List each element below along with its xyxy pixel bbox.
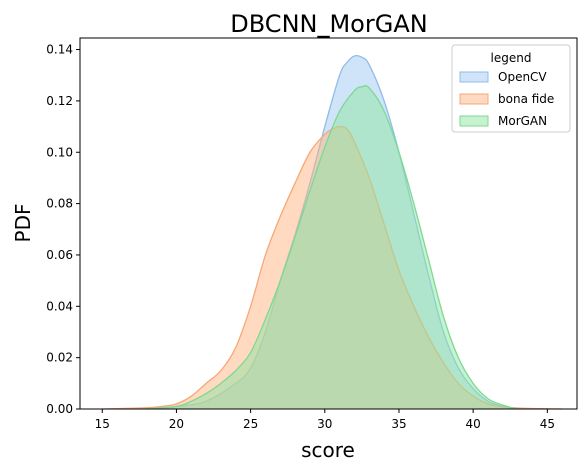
plot-frame xyxy=(79,37,578,410)
x-tick-label: 25 xyxy=(243,417,258,431)
legend-label: MorGAN xyxy=(498,114,547,128)
chart-title: DBCNN_MorGAN xyxy=(230,10,427,38)
legend-items: OpenCV bona fide MorGAN xyxy=(459,70,554,128)
series-line-morgan xyxy=(146,85,518,410)
y-axis-label: PDF xyxy=(11,204,35,243)
x-tick-label: 35 xyxy=(391,417,406,431)
legend-title: legend xyxy=(491,51,532,65)
x-tick-label: 40 xyxy=(466,417,481,431)
y-tick-label: 0.12 xyxy=(46,94,73,108)
y-tick-label: 0.00 xyxy=(46,402,73,416)
x-axis-label: score xyxy=(301,438,355,462)
x-axis: 15 20 25 30 35 40 45 xyxy=(95,409,555,431)
x-tick-label: 30 xyxy=(317,417,332,431)
legend: legend OpenCV bona fide MorGAN xyxy=(451,44,571,133)
y-axis: 0.00 0.02 0.04 0.06 0.08 0.10 0.12 0.14 xyxy=(46,43,80,416)
y-tick-label: 0.02 xyxy=(46,351,73,365)
x-tick-label: 15 xyxy=(95,417,110,431)
y-tick-label: 0.10 xyxy=(46,145,73,159)
x-tick-label: 45 xyxy=(540,417,555,431)
series-area-morgan xyxy=(146,85,518,409)
legend-label: bona fide xyxy=(498,92,554,106)
y-tick-label: 0.14 xyxy=(46,43,73,57)
y-tick-label: 0.08 xyxy=(46,197,73,211)
legend-swatch xyxy=(459,115,489,127)
y-tick-label: 0.04 xyxy=(46,299,73,313)
legend-swatch xyxy=(459,93,489,105)
x-tick-label: 20 xyxy=(169,417,184,431)
legend-label: OpenCV xyxy=(498,70,547,84)
plot-area xyxy=(102,54,563,410)
y-tick-label: 0.06 xyxy=(46,248,73,262)
legend-box xyxy=(451,44,571,133)
legend-swatch xyxy=(459,71,489,83)
